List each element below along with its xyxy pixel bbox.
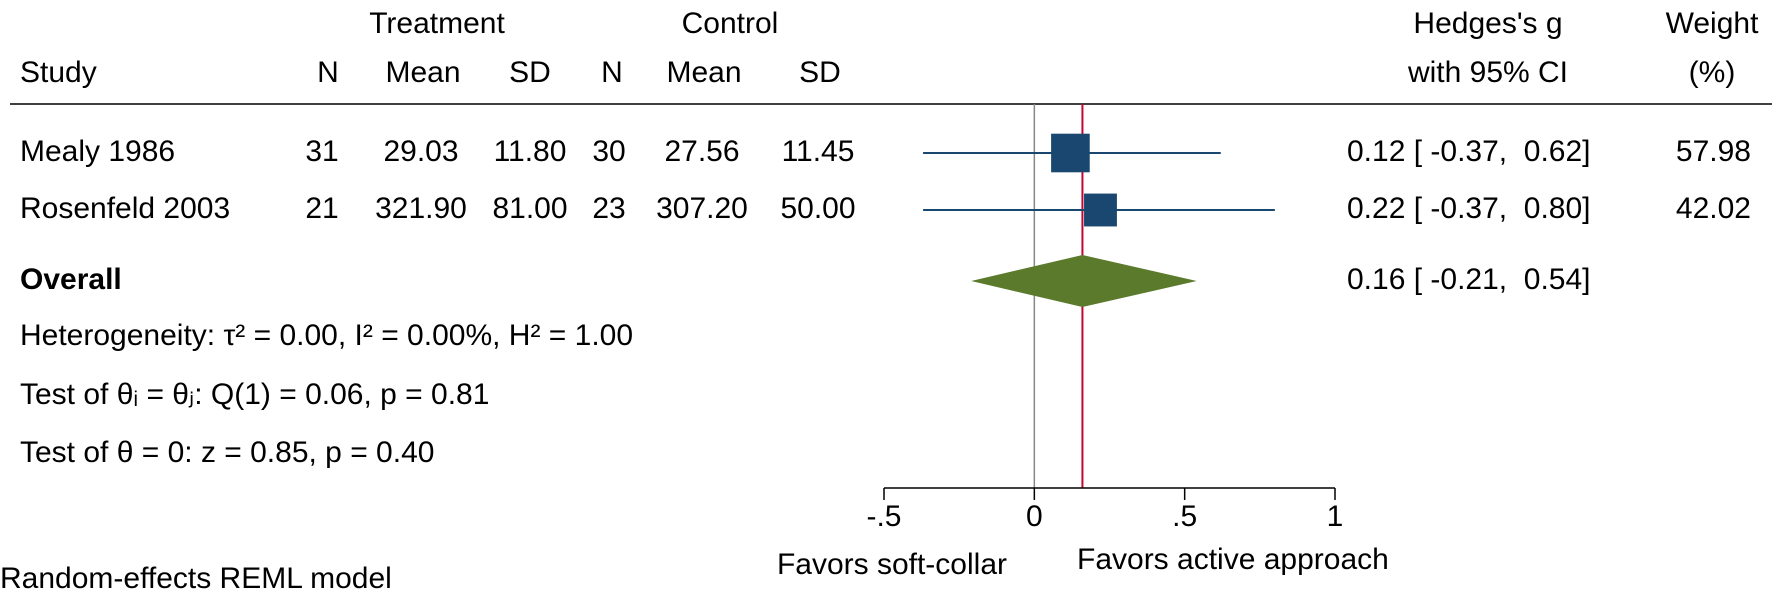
table-cell: 81.00 [492, 192, 567, 225]
table-cell: 27.56 [664, 135, 739, 168]
weight-label: 57.98 [1676, 135, 1751, 168]
column-header: N [601, 56, 623, 89]
x-tick-label: 1 [1327, 500, 1344, 533]
column-header: N [317, 56, 339, 89]
footnote: Random-effects REML model [0, 562, 392, 595]
table-cell: 23 [592, 192, 625, 225]
table-cell: 11.80 [494, 135, 567, 168]
effect-header: with 95% CI [1407, 56, 1568, 89]
column-header: Mean [666, 56, 741, 89]
table-cell: 21 [305, 192, 338, 225]
column-header: SD [799, 56, 841, 89]
study-box [1084, 193, 1117, 227]
table-cell: 29.03 [383, 135, 458, 168]
table-cell: 321.90 [375, 192, 467, 225]
overall-effect-label: 0.16 [ -0.21, 0.54] [1347, 263, 1591, 296]
weight-header: Weight [1666, 7, 1759, 40]
overall-diamond [971, 255, 1197, 307]
effect-label: 0.22 [ -0.37, 0.80] [1347, 192, 1591, 225]
table-cell: 307.20 [656, 192, 748, 225]
x-tick-label: 0 [1026, 500, 1043, 533]
column-header: SD [509, 56, 551, 89]
overall-name: Overall [20, 263, 122, 296]
stats-text: Test of θ = 0: z = 0.85, p = 0.40 [20, 436, 434, 469]
x-tick-label: -.5 [866, 500, 901, 533]
weight-label: 42.02 [1676, 192, 1751, 225]
x-axis-label: Favors soft-collar [777, 548, 1007, 581]
x-axis-label: Favors active approach [1077, 543, 1389, 576]
x-tick-label: .5 [1172, 500, 1197, 533]
table-cell: 50.00 [780, 192, 855, 225]
effect-label: 0.12 [ -0.37, 0.62] [1347, 135, 1591, 168]
effect-header: Hedges's g [1413, 7, 1562, 40]
study-box [1051, 133, 1090, 173]
column-header: Study [20, 56, 97, 89]
stats-text: Heterogeneity: τ² = 0.00, I² = 0.00%, H²… [20, 319, 633, 352]
table-cell: 30 [592, 135, 625, 168]
table-cell: 11.45 [782, 135, 855, 168]
study-name: Mealy 1986 [20, 135, 175, 168]
column-header: Mean [385, 56, 460, 89]
study-name: Rosenfeld 2003 [20, 192, 230, 225]
group-header: Control [682, 7, 779, 40]
stats-text: Test of θᵢ = θⱼ: Q(1) = 0.06, p = 0.81 [20, 378, 489, 411]
weight-header: (%) [1689, 56, 1736, 89]
group-header: Treatment [369, 7, 505, 40]
table-cell: 31 [305, 135, 338, 168]
